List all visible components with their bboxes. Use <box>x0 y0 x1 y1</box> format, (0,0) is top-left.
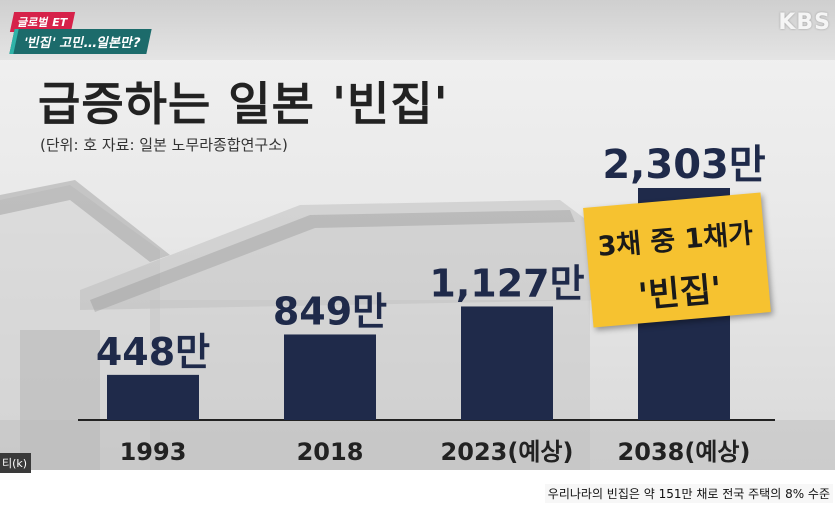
bar-1 <box>284 334 376 420</box>
chart-title: 급증하는 일본 '빈집' <box>38 77 449 131</box>
callout-line2: '빈집' <box>636 269 724 317</box>
value-label-1: 849만 <box>273 289 387 333</box>
bar-2 <box>461 306 553 420</box>
category-label-2: 2023(예상) <box>441 438 574 466</box>
category-label-3: 2038(예상) <box>618 438 751 466</box>
category-label-0: 1993 <box>120 438 187 466</box>
chart-subtitle: (단위: 호 자료: 일본 노무라종합연구소) <box>40 136 288 154</box>
broadcast-frame: 글로벌 ET '빈집' 고민…일본만? KBS 급증하는 일본 '빈집' (단위… <box>0 0 835 470</box>
value-label-0: 448만 <box>96 330 210 374</box>
category-label-1: 2018 <box>297 438 364 466</box>
callout-line1: 3채 중 1채가 <box>596 218 755 263</box>
bar-0 <box>107 374 199 420</box>
callout-box: 3채 중 1채가 '빈집' <box>583 192 771 328</box>
channel-badge: 티(k) <box>0 453 32 473</box>
value-label-2: 1,127만 <box>429 261 584 305</box>
broadcaster-logo: KBS <box>778 10 831 35</box>
value-label-3: 2,303만 <box>602 142 766 188</box>
bar-chart: 448만 1993 849만 2018 1,127만 2023(예상) 2,303만 2038… <box>78 142 775 466</box>
caption-text: 우리나라의 빈집은 약 151만 채로 전국 주택의 8% 수준 <box>544 484 833 503</box>
